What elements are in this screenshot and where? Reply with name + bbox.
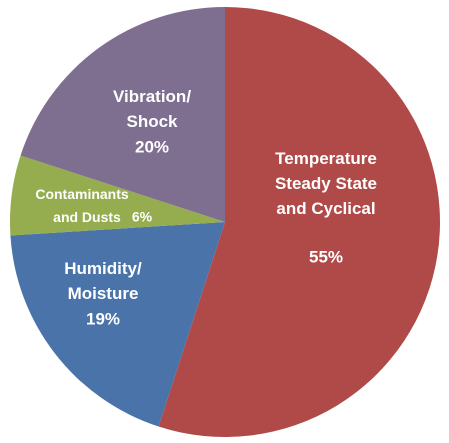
value-label: 19% bbox=[86, 309, 120, 328]
slice-label-line: Shock bbox=[126, 112, 178, 131]
slice-label: Vibration/Shock bbox=[113, 87, 191, 131]
slice-label-line: Moisture bbox=[68, 284, 139, 303]
value-label: 20% bbox=[135, 137, 169, 156]
pie-slice bbox=[10, 155, 226, 236]
slice-label-line: Contaminants bbox=[35, 186, 129, 202]
slice-label-line: Temperature bbox=[275, 149, 377, 168]
slice-label-line: and Dusts bbox=[53, 209, 121, 225]
pie-slice bbox=[158, 7, 441, 437]
slice-label-line: Vibration/ bbox=[113, 87, 191, 106]
pie-slice bbox=[10, 222, 225, 427]
slice-label: Temperature Steady State and Cyclical bbox=[275, 149, 377, 218]
value-label: 6% bbox=[132, 209, 153, 225]
slice-label: Contaminants and Dusts bbox=[35, 186, 129, 225]
slice-label-line: Steady State bbox=[275, 174, 377, 193]
slice-label: Humidity/Moisture bbox=[64, 259, 142, 303]
value-label: 55% bbox=[309, 247, 343, 266]
slice-label-line: and Cyclical bbox=[276, 199, 375, 218]
slice-label-line: Humidity/ bbox=[64, 259, 142, 278]
pie-slice bbox=[20, 7, 226, 222]
